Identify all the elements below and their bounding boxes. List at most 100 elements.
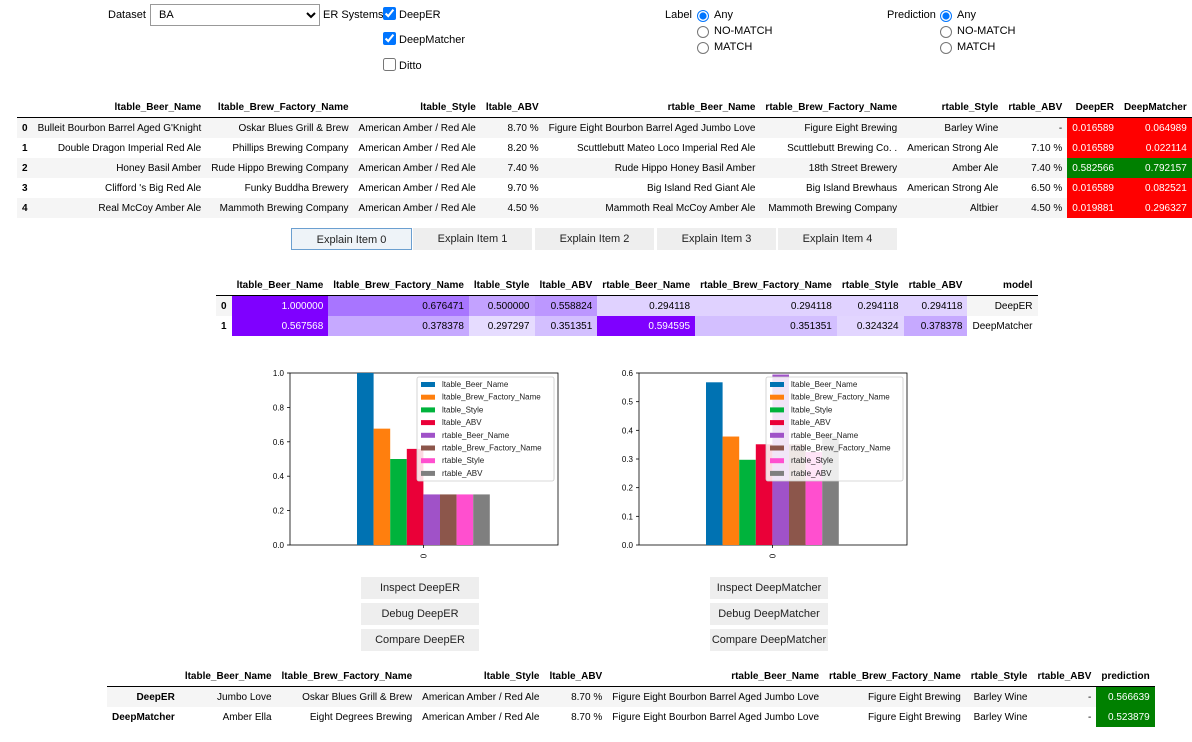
item-row-0: 0 Bulleit Bourbon Barrel Aged G'Knight Osk… (17, 117, 1192, 138)
cell-ltable_ABV: 8.70 % (507, 122, 539, 134)
ditto-checkbox[interactable] (383, 58, 396, 71)
y-tick-label: 0.4 (622, 426, 634, 435)
cell-DeepER: 0.582566 (1067, 158, 1119, 178)
cell-rtable_Beer_Name: Big Island Red Giant Ale (647, 182, 756, 194)
bar-ltable_Style (390, 459, 407, 545)
column-header-prediction: prediction (1101, 670, 1150, 682)
cell-rtable_Brew_Factory_Name: Figure Eight Brewing (867, 711, 961, 723)
compare-deeper-button[interactable]: Compare DeepER (361, 629, 479, 651)
items-table: ltable_Beer_Name ltable_Brew_Factory_Name… (17, 97, 1192, 218)
bar-ltable_Style (739, 459, 756, 545)
cell-ltable_Style: American Amber / Red Ale (358, 182, 476, 194)
cell-rtable_ABV: 6.50 % (1031, 182, 1063, 194)
cell-ltable_Brew_Factory_Name: Oskar Blues Grill & Brew (238, 122, 349, 134)
cell-rtable_Style: Altbier (969, 202, 999, 214)
y-tick-label: 0.6 (273, 438, 285, 447)
x-tick-label: 0 (419, 553, 428, 558)
bar-ltable_Beer_Name (357, 373, 374, 545)
row-index: 0 (221, 300, 227, 312)
cell-ltable_Brew_Factory_Name: 0.676471 (328, 295, 469, 316)
legend-label-ltable_Brew_Factory_Name: ltable_Brew_Factory_Name (791, 393, 890, 402)
cell-ltable_Brew_Factory_Name: Mammoth Brewing Company (219, 202, 349, 214)
bar-rtable_Beer_Name (423, 494, 440, 545)
cell-ltable_ABV: 8.20 % (507, 142, 539, 154)
y-tick-label: 0.5 (622, 398, 634, 407)
column-header-ltable_Style: ltable_Style (473, 279, 530, 291)
column-header-ltable_ABV: ltable_ABV (485, 101, 539, 113)
y-tick-label: 0.2 (273, 507, 285, 516)
cell-rtable_Brew_Factory_Name: Figure Eight Brewing (867, 691, 961, 703)
label-radio-match[interactable] (697, 42, 709, 54)
prediction-radio-no-match[interactable] (940, 26, 952, 38)
legend-swatch-ltable_ABV (421, 420, 435, 426)
cell-model: DeepER (994, 300, 1033, 312)
deeper-checkbox[interactable] (383, 7, 396, 20)
inspect-deepmatcher-button[interactable]: Inspect DeepMatcher (710, 577, 828, 599)
cell-DeepMatcher: 0.022114 (1118, 138, 1192, 158)
cell-ltable_Beer_Name: Honey Basil Amber (116, 162, 202, 174)
cell-ltable_Brew_Factory_Name: 0.378378 (328, 316, 469, 336)
cell-ltable_Style: American Amber / Red Ale (358, 202, 476, 214)
attribution-row-0: 0 1.000000 0.676471 0.500000 0.558824 0.29411… (216, 295, 1038, 316)
deepmatcher-attribution-chart: 0.0 0.1 0.2 0.3 0.4 0.5 0.6 0 ltable_Beer_Namelt… (622, 370, 908, 558)
compare-table: ltable_Beer_Name ltable_Brew_Factory_Name… (107, 666, 1155, 727)
y-tick-label: 1.0 (273, 370, 285, 378)
column-header-rtable_Beer_Name: rtable_Beer_Name (667, 101, 756, 113)
compare-row-DeepMatcher: DeepMatcher Amber Ella Eight Degrees Brewi… (107, 707, 1155, 727)
ditto-checkbox-label: Ditto (399, 60, 422, 72)
explain-item-0-button[interactable]: Explain Item 0 (291, 228, 412, 250)
deepmatcher-checkbox[interactable] (383, 32, 396, 45)
cell-ltable_ABV: 0.558824 (534, 295, 598, 316)
legend-box (416, 376, 555, 482)
cell-ltable_Brew_Factory_Name: Phillips Brewing Company (232, 142, 349, 154)
legend-box (765, 376, 904, 482)
dataset-select[interactable]: BA (150, 4, 320, 26)
cell-ltable_Style: American Amber / Red Ale (358, 142, 476, 154)
prediction-radio-match[interactable] (940, 42, 952, 54)
cell-ltable_ABV: 8.70 % (571, 691, 603, 703)
explain-item-3-button[interactable]: Explain Item 3 (657, 228, 776, 250)
cell-ltable_Brew_Factory_Name: Eight Degrees Brewing (309, 711, 413, 723)
column-header-rtable_ABV: rtable_ABV (1008, 101, 1063, 113)
column-header-model: model (1003, 279, 1033, 291)
index-header (216, 275, 232, 296)
column-header-ltable_Brew_Factory_Name: ltable_Brew_Factory_Name (333, 279, 464, 291)
legend-label-ltable_Beer_Name: ltable_Beer_Name (791, 380, 858, 389)
prediction-radio-any[interactable] (940, 10, 952, 22)
cell-rtable_Style: 0.294118 (836, 295, 904, 316)
cell-rtable_Beer_Name: 0.294118 (597, 295, 696, 316)
cell-ltable_Style: American Amber / Red Ale (422, 711, 540, 723)
y-tick-label: 0.0 (622, 541, 634, 550)
legend-swatch-ltable_ABV (770, 420, 784, 426)
label-radio-any[interactable] (697, 10, 709, 22)
legend-label-rtable_Brew_Factory_Name: rtable_Brew_Factory_Name (791, 444, 891, 453)
cell-rtable_Beer_Name: Figure Eight Bourbon Barrel Aged Jumbo L… (548, 122, 756, 134)
column-header-rtable_Brew_Factory_Name: rtable_Brew_Factory_Name (700, 279, 832, 291)
compare-table-header: ltable_Beer_Name ltable_Brew_Factory_Name… (107, 666, 1155, 687)
column-header-rtable_Brew_Factory_Name: rtable_Brew_Factory_Name (829, 670, 961, 682)
cell-ltable_Beer_Name: Jumbo Love (217, 691, 272, 703)
legend-swatch-rtable_Style (421, 458, 435, 464)
explain-item-2-button[interactable]: Explain Item 2 (535, 228, 654, 250)
cell-ltable_ABV: 9.70 % (507, 182, 539, 194)
inspect-deeper-button[interactable]: Inspect DeepER (361, 577, 479, 599)
column-header-DeepER: DeepER (1075, 101, 1114, 113)
legend-swatch-ltable_Brew_Factory_Name (770, 394, 784, 400)
label-radio-match-text: MATCH (714, 41, 753, 53)
debug-deepmatcher-button[interactable]: Debug DeepMatcher (710, 603, 828, 625)
legend-label-ltable_Style: ltable_Style (442, 405, 484, 414)
cell-rtable_Brew_Factory_Name: 0.294118 (695, 295, 837, 316)
explain-item-4-button[interactable]: Explain Item 4 (778, 228, 897, 250)
cell-DeepER: 0.016589 (1067, 178, 1119, 198)
cell-ltable_Style: 0.500000 (468, 295, 535, 316)
explain-item-1-button[interactable]: Explain Item 1 (413, 228, 532, 250)
cell-ltable_Beer_Name: Double Dragon Imperial Red Ale (57, 142, 202, 154)
cell-rtable_Beer_Name: Figure Eight Bourbon Barrel Aged Jumbo L… (612, 691, 820, 703)
debug-deeper-button[interactable]: Debug DeepER (361, 603, 479, 625)
bar-rtable_ABV (473, 494, 490, 545)
legend-swatch-ltable_Beer_Name (770, 382, 784, 387)
compare-deepmatcher-button[interactable]: Compare DeepMatcher (710, 629, 828, 651)
row-index: 1 (221, 320, 227, 332)
label-radio-no-match[interactable] (697, 26, 709, 38)
bar-ltable_Beer_Name (706, 382, 723, 545)
